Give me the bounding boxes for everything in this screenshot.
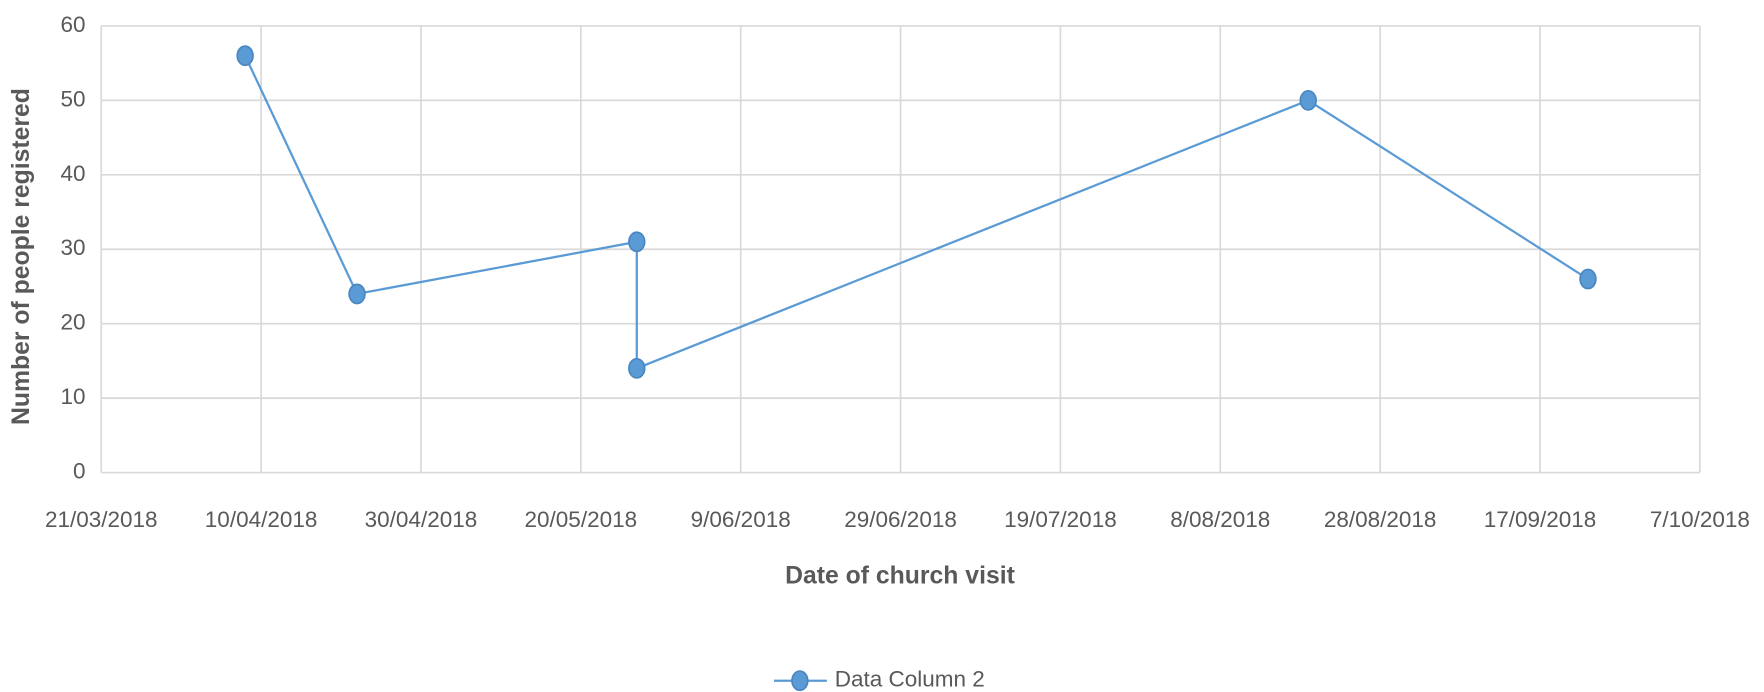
- y-tick-label: 0: [73, 459, 86, 484]
- x-tick-label: 9/06/2018: [691, 507, 791, 532]
- x-tick-label: 17/09/2018: [1484, 507, 1597, 532]
- legend-label: Data Column 2: [835, 667, 985, 692]
- data-point: [628, 357, 646, 379]
- y-tick-label: 10: [60, 384, 85, 409]
- y-tick-label: 20: [60, 310, 85, 335]
- x-tick-label: 21/03/2018: [45, 507, 158, 532]
- legend-marker: [791, 670, 809, 692]
- y-tick-label: 40: [60, 161, 85, 186]
- x-axis-title: Date of church visit: [785, 563, 1015, 590]
- x-tick-label: 20/05/2018: [525, 507, 638, 532]
- data-point: [628, 231, 646, 253]
- x-tick-label: 8/08/2018: [1170, 507, 1270, 532]
- data-point: [236, 45, 254, 67]
- y-axis-title: Number of people registered: [8, 88, 35, 425]
- y-tick-label: 60: [60, 12, 85, 37]
- x-tick-label: 7/10/2018: [1650, 507, 1750, 532]
- data-point: [1579, 268, 1597, 290]
- x-tick-label: 19/07/2018: [1004, 507, 1117, 532]
- y-tick-label: 50: [60, 86, 85, 111]
- data-point: [348, 283, 366, 305]
- x-tick-label: 10/04/2018: [205, 507, 318, 532]
- x-tick-label: 28/08/2018: [1324, 507, 1437, 532]
- y-tick-label: 30: [60, 235, 85, 260]
- data-point: [1299, 89, 1317, 111]
- x-tick-label: 29/06/2018: [844, 507, 957, 532]
- x-tick-label: 30/04/2018: [365, 507, 478, 532]
- series-line: [244, 55, 1589, 371]
